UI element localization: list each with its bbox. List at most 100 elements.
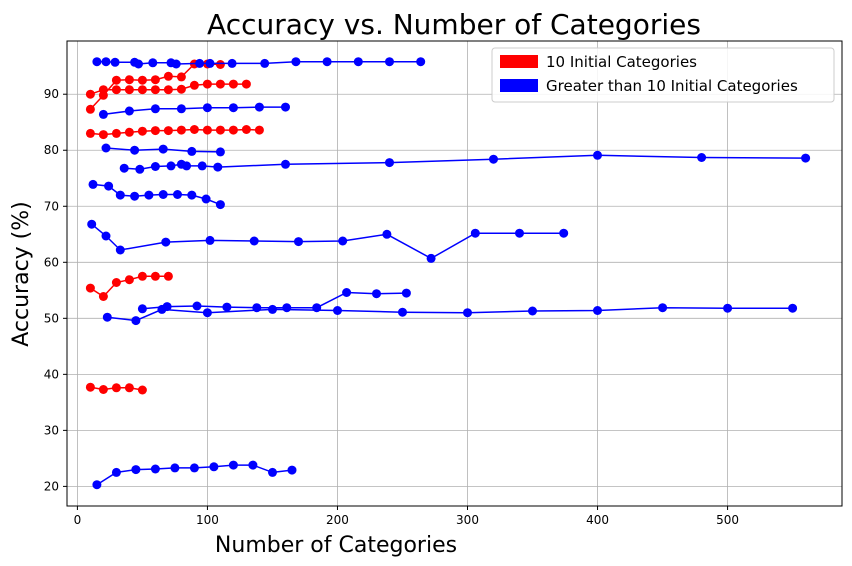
data-point — [111, 467, 121, 477]
data-point — [227, 58, 237, 68]
series-4 — [85, 271, 173, 301]
data-point — [281, 159, 290, 169]
data-point — [98, 292, 108, 301]
data-point — [98, 385, 108, 394]
data-point — [241, 125, 251, 134]
data-point — [213, 162, 223, 172]
y-axis-title: Accuracy (%) — [9, 201, 34, 347]
data-point — [161, 237, 171, 247]
data-point — [593, 306, 602, 315]
data-point — [202, 103, 212, 113]
y-tick-label: 30 — [44, 423, 59, 437]
series-9 — [119, 150, 811, 174]
data-point — [788, 303, 798, 313]
data-point — [144, 190, 154, 200]
data-point — [137, 304, 147, 314]
series-6 — [92, 57, 426, 69]
data-point — [104, 181, 114, 191]
data-point — [201, 194, 211, 204]
data-point — [134, 59, 143, 69]
data-point — [322, 57, 332, 67]
data-point — [342, 288, 352, 297]
data-point — [150, 104, 160, 114]
data-point — [137, 385, 147, 395]
data-point — [85, 128, 95, 138]
data-point — [137, 75, 147, 85]
data-point — [171, 59, 181, 69]
series-7 — [98, 102, 290, 119]
data-point — [192, 301, 202, 311]
data-point — [333, 306, 342, 315]
data-point — [189, 80, 199, 90]
data-point — [157, 304, 167, 314]
data-point — [170, 463, 180, 473]
legend-label-red: 10 Initial Categories — [546, 53, 697, 71]
data-point — [131, 465, 141, 475]
data-point — [187, 146, 197, 156]
data-point — [228, 103, 238, 113]
data-point — [101, 143, 111, 153]
y-tick-label: 80 — [44, 143, 59, 157]
plot-area-frame — [66, 40, 843, 507]
data-point — [173, 190, 182, 199]
data-point — [249, 236, 259, 246]
data-point — [228, 125, 238, 135]
data-point — [416, 57, 426, 67]
x-tick-label: 300 — [456, 513, 479, 527]
legend-label-blue: Greater than 10 Initial Categories — [546, 77, 798, 95]
data-point — [124, 75, 134, 85]
data-point — [197, 161, 207, 171]
data-point — [260, 58, 270, 68]
data-point — [385, 57, 394, 67]
data-point — [135, 164, 145, 174]
data-point — [228, 460, 238, 470]
legend-swatch-red — [500, 55, 538, 68]
data-point — [130, 191, 140, 201]
data-point — [101, 57, 111, 67]
series-group — [85, 57, 811, 490]
x-tick-label: 200 — [326, 513, 349, 527]
data-point — [254, 125, 264, 135]
data-point — [119, 163, 129, 173]
series-8 — [101, 143, 225, 157]
y-tick-label: 40 — [44, 367, 59, 381]
data-point — [282, 303, 292, 313]
data-point — [148, 58, 158, 68]
data-point — [697, 153, 707, 162]
data-point — [470, 228, 480, 238]
legend-box — [491, 47, 835, 103]
series-10 — [88, 179, 225, 210]
legend-swatch-blue — [500, 79, 538, 92]
x-axis-title: Number of Categories — [215, 533, 457, 558]
data-point — [111, 75, 121, 85]
data-point — [559, 228, 569, 238]
data-point — [195, 58, 205, 68]
series-3 — [85, 125, 264, 140]
data-point — [268, 467, 277, 477]
data-point — [115, 190, 125, 200]
x-tick-label: 500 — [716, 513, 739, 527]
data-point — [150, 162, 160, 171]
data-point — [110, 57, 120, 67]
series-14 — [92, 460, 297, 490]
data-point — [137, 271, 147, 281]
data-point — [202, 125, 212, 135]
data-point — [189, 125, 199, 134]
data-point — [385, 158, 394, 168]
data-point — [248, 460, 258, 470]
data-point — [182, 161, 192, 171]
data-point — [215, 125, 225, 135]
data-point — [124, 85, 134, 95]
data-point — [150, 85, 160, 95]
axis-ticks: 0 100 200 300 400 500 20 30 40 50 60 70 80 90 — [44, 87, 739, 527]
data-point — [215, 79, 225, 89]
data-point — [202, 79, 212, 89]
data-point — [137, 85, 147, 95]
data-point — [176, 84, 186, 94]
data-point — [111, 85, 121, 95]
data-point — [187, 190, 197, 200]
data-point — [150, 464, 160, 474]
data-point — [150, 75, 160, 85]
